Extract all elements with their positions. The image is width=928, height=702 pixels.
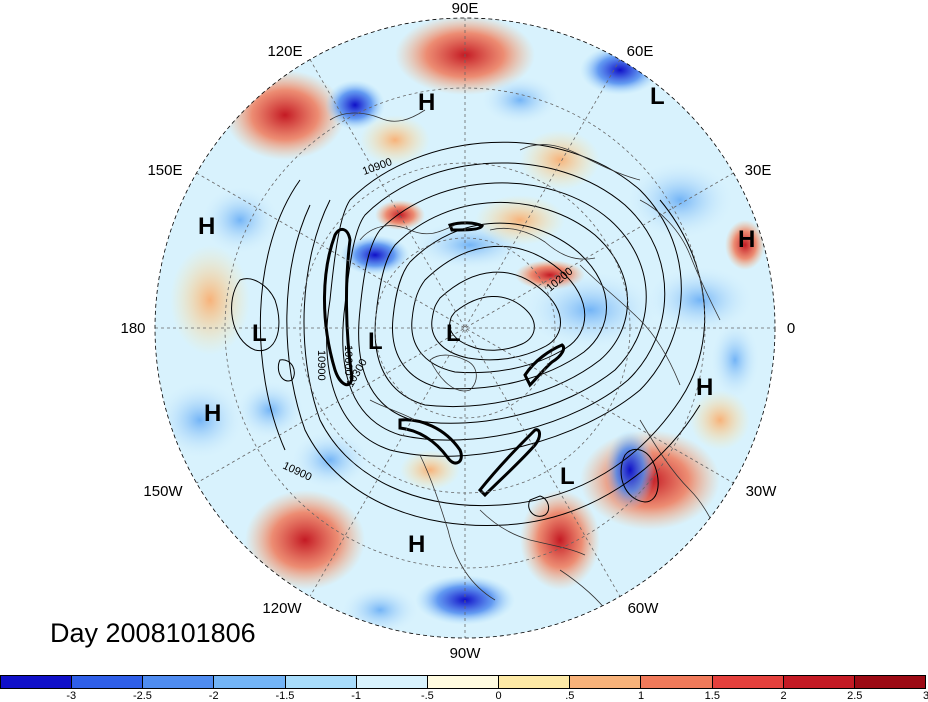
colorbar-tick-label: -1	[351, 690, 362, 702]
colorbar-swatch	[214, 676, 286, 688]
colorbar-swatch	[356, 676, 428, 688]
colorbar-tick-label: .5	[565, 690, 575, 702]
lon-label-120e: 120E	[267, 43, 302, 60]
anomaly-patch	[400, 450, 460, 490]
lon-label-120w: 120W	[262, 600, 302, 617]
colorbar-tick-label: -3	[66, 690, 77, 702]
anomaly-patch	[360, 115, 430, 165]
colorbar-tick-label: 2.5	[847, 690, 863, 702]
colorbar-swatch	[712, 676, 784, 688]
high-pressure-label: H	[696, 374, 713, 401]
colorbar-swatch	[1, 676, 73, 688]
anomaly-patch	[690, 390, 750, 450]
height-contours	[231, 141, 706, 527]
colorbar-tick-label: -2	[208, 690, 219, 702]
contour-label: 10900	[315, 350, 327, 381]
anomaly-patch	[605, 430, 655, 510]
anomaly-patch	[245, 490, 365, 590]
high-pressure-label: H	[204, 400, 221, 427]
anomaly-patch	[170, 245, 250, 355]
anomaly-patch	[155, 380, 245, 460]
anomaly-patch	[625, 160, 735, 240]
colorbar-swatch	[641, 676, 713, 688]
lon-label-30e: 30E	[745, 162, 772, 179]
colorbar-tick-label: 3	[922, 690, 928, 702]
high-pressure-label: H	[738, 226, 755, 253]
low-pressure-label: L	[446, 320, 461, 347]
jet-thick-contours	[323, 221, 566, 498]
colorbar-tick-label: 1	[638, 690, 645, 702]
colorbar-swatch	[854, 676, 926, 688]
lon-label-30w: 30W	[746, 483, 778, 500]
lon-label-150e: 150E	[147, 162, 182, 179]
lon-label-60e: 60E	[627, 43, 654, 60]
anomaly-patch	[480, 75, 560, 125]
anomaly-patch	[235, 380, 305, 440]
anomaly-patch	[325, 80, 385, 130]
colorbar-tick-label: -.5	[420, 690, 434, 702]
lon-label-90w: 90W	[450, 645, 482, 662]
low-pressure-label: L	[252, 320, 267, 347]
low-pressure-label: L	[368, 328, 383, 355]
high-pressure-label: H	[418, 89, 435, 116]
high-pressure-label: H	[198, 213, 215, 240]
graticule	[155, 18, 775, 638]
anomaly-patch	[375, 200, 425, 230]
high-pressure-label: H	[408, 531, 425, 558]
colorbar-swatch	[143, 676, 215, 688]
date-label: Day 2008101806	[50, 618, 256, 648]
anomaly-patch	[340, 235, 410, 275]
lon-label-0: 0	[787, 320, 795, 337]
anomaly-patch	[475, 195, 565, 245]
anomaly-patch	[290, 430, 370, 490]
colorbar-tick-label: 2	[780, 690, 787, 702]
colorbar-swatch	[570, 676, 642, 688]
anomaly-patch	[340, 585, 420, 635]
low-pressure-label: L	[650, 83, 665, 110]
colorbar-tick-label: 1.5	[704, 690, 720, 702]
colorbar-swatches	[0, 675, 926, 689]
colorbar-tick-label: -1.5	[275, 690, 295, 702]
pressure-system-labels: H L H H L L L H H L H	[198, 83, 755, 558]
colorbar: -3 -2.5 -2 -1.5 -1 -.5 0 .5 1 1.5 2 2.5 3	[0, 675, 928, 702]
anomaly-patch	[225, 70, 345, 160]
colorbar-tick-label: 0	[495, 690, 502, 702]
anomaly-patch	[645, 265, 755, 335]
anomaly-patch	[520, 270, 660, 350]
colorbar-tick-label: -2.5	[132, 690, 152, 702]
longitude-labels: 90E 60E 30E 0 30W 60W 90W 120W 150W 180 …	[120, 0, 795, 662]
lon-label-180: 180	[120, 320, 145, 337]
colorbar-swatch	[285, 676, 357, 688]
anomaly-patch	[520, 490, 600, 590]
colorbar-swatch	[499, 676, 571, 688]
colorbar-swatch	[427, 676, 500, 688]
lon-label-60w: 60W	[628, 600, 660, 617]
anomaly-patch	[200, 185, 280, 255]
lon-label-90e: 90E	[452, 0, 479, 17]
contour-label: 10600	[342, 345, 354, 376]
anomaly-patch	[710, 320, 760, 400]
colorbar-swatch	[783, 676, 855, 688]
lon-label-150w: 150W	[143, 483, 183, 500]
anomaly-patch	[725, 220, 765, 270]
low-pressure-label: L	[560, 463, 575, 490]
map-boundary	[154, 17, 776, 639]
colorbar-swatch	[72, 676, 144, 688]
